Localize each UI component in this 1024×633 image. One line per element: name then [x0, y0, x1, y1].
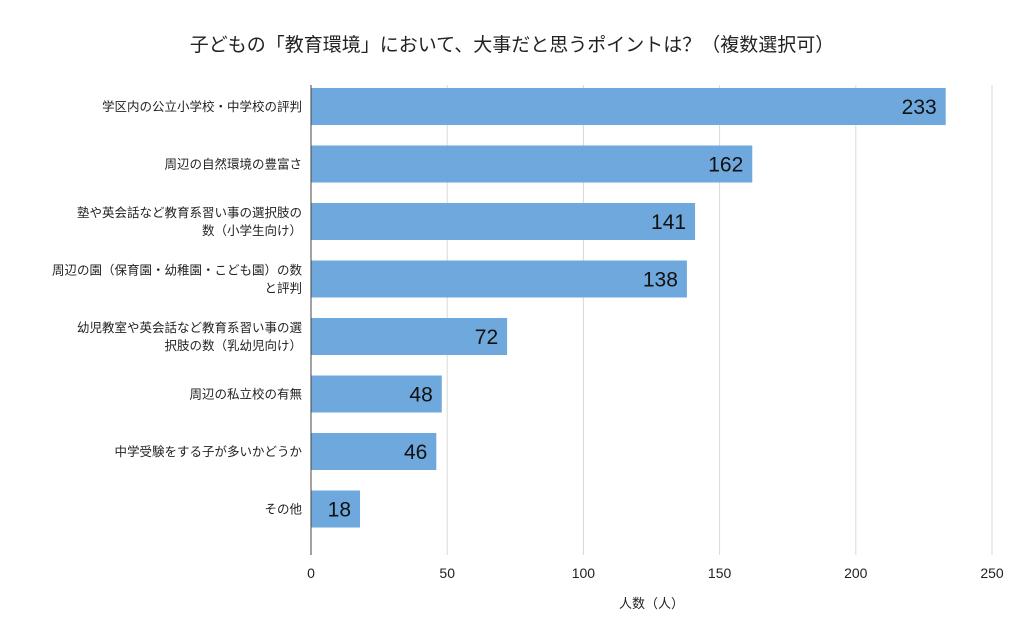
category-label: その他 — [264, 502, 302, 517]
bar — [311, 203, 696, 240]
bar — [311, 88, 946, 125]
data-label: 18 — [328, 499, 351, 522]
category-label: 塾や英会話など教育系習い事の選択肢の — [77, 205, 302, 220]
bar — [311, 433, 437, 470]
x-tick-label: 50 — [439, 565, 455, 581]
x-tick-label: 100 — [572, 565, 596, 581]
data-label: 138 — [643, 269, 678, 292]
x-tick-label: 200 — [844, 565, 868, 581]
category-label: 周辺の自然環境の豊富さ — [164, 157, 302, 172]
x-tick-label: 250 — [980, 565, 1004, 581]
bar — [311, 145, 753, 183]
bar — [311, 490, 361, 528]
x-axis-title: 人数（人） — [619, 597, 684, 612]
bar — [311, 318, 508, 355]
data-label: 46 — [404, 441, 427, 464]
category-label: 数（小学生向け） — [202, 223, 302, 238]
bar — [311, 260, 687, 298]
category-label: 択肢の数（乳幼児向け） — [164, 338, 302, 353]
data-label: 162 — [708, 154, 743, 177]
x-tick-label: 0 — [307, 565, 315, 581]
category-label: 周辺の園（保育園・幼稚園・こども園）の数 — [52, 263, 303, 278]
chart-title: 子どもの「教育環境」において、大事だと思うポイントは？（複数選択可） — [189, 34, 835, 56]
data-label: 48 — [409, 384, 432, 407]
category-label: 周辺の私立校の有無 — [189, 387, 302, 402]
data-label: 141 — [651, 211, 686, 234]
bar — [311, 375, 442, 413]
data-label: 72 — [475, 326, 498, 349]
category-label: 幼児教室や英会話など教育系習い事の選 — [77, 320, 303, 335]
category-label: 学区内の公立小学校・中学校の評判 — [102, 99, 302, 114]
category-label: 中学受験をする子が多いかどうか — [114, 444, 302, 459]
x-tick-label: 150 — [708, 565, 732, 581]
data-label: 233 — [902, 96, 937, 119]
category-label: と評判 — [264, 281, 302, 296]
